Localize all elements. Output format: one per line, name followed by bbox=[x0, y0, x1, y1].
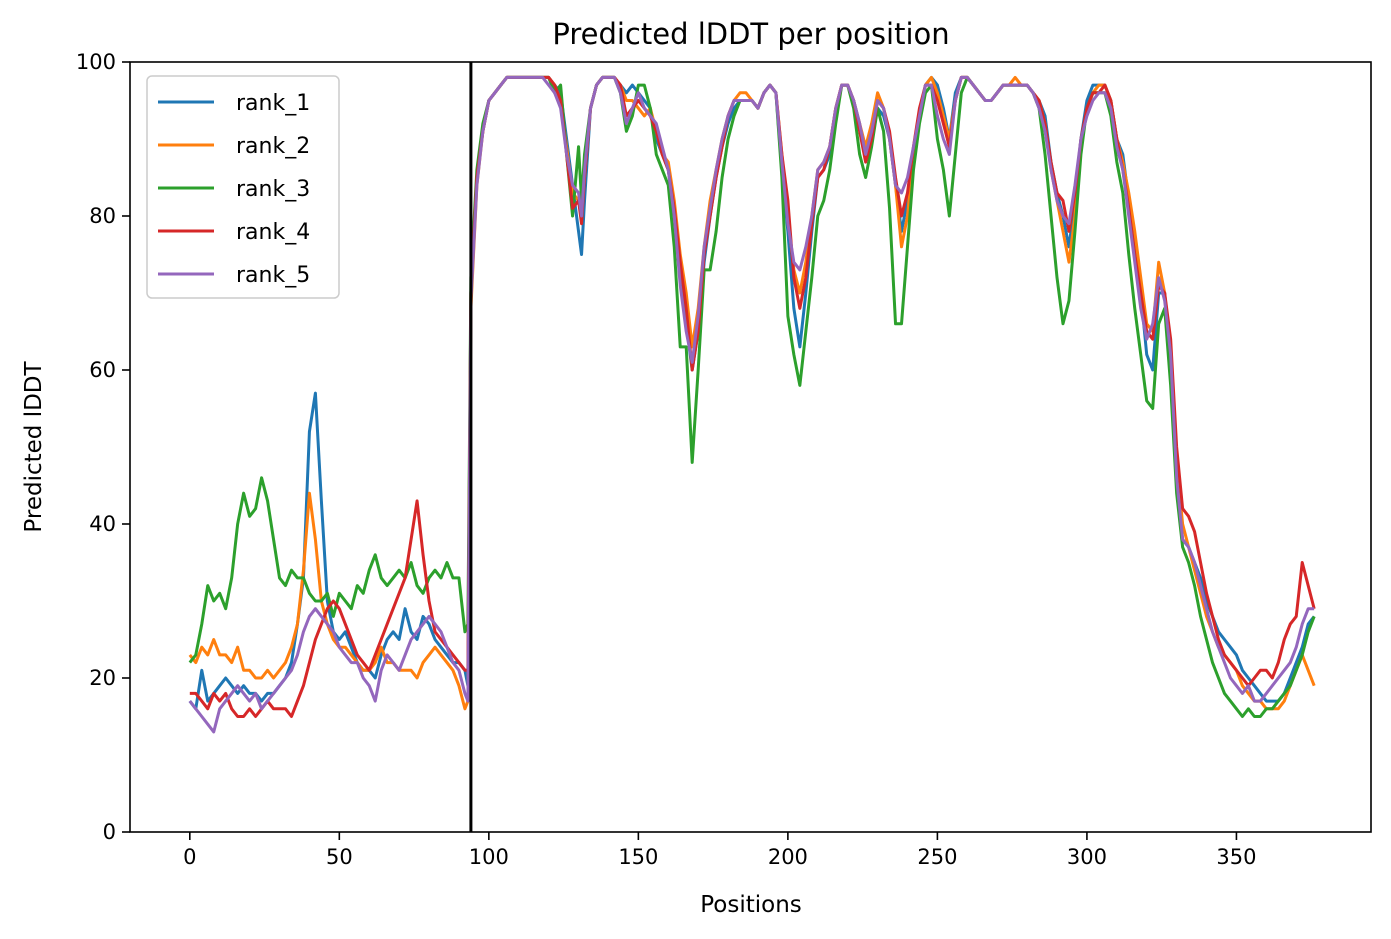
y-tick-label: 60 bbox=[89, 358, 116, 382]
legend-label-rank-2: rank_2 bbox=[236, 134, 310, 159]
y-axis-ticks: 0 20 40 60 80 100 bbox=[76, 50, 130, 844]
series-line-rank-5 bbox=[188, 75, 1315, 734]
x-tick-label: 50 bbox=[326, 845, 353, 869]
x-axis-label: Positions bbox=[700, 892, 802, 918]
x-axis-ticks: 0 50 100 150 200 250 300 350 bbox=[183, 832, 1256, 869]
y-tick-label: 40 bbox=[89, 512, 116, 536]
x-tick-label: 300 bbox=[1067, 845, 1107, 869]
plot-area bbox=[129, 61, 1372, 833]
x-tick-label: 100 bbox=[469, 845, 509, 869]
x-tick-label: 150 bbox=[618, 845, 658, 869]
legend-label-rank-4: rank_4 bbox=[236, 220, 310, 245]
y-tick-label: 100 bbox=[76, 50, 116, 74]
legend-items: rank_1 rank_2 rank_3 rank_4 rank_5 bbox=[158, 91, 310, 288]
series-group bbox=[188, 75, 1316, 734]
series-line-rank-2 bbox=[188, 75, 1316, 711]
legend-label-rank-1: rank_1 bbox=[236, 91, 310, 116]
y-tick-label: 0 bbox=[103, 820, 116, 844]
x-tick-label: 200 bbox=[768, 845, 808, 869]
legend: rank_1 rank_2 rank_3 rank_4 rank_5 bbox=[146, 75, 340, 299]
y-axis-label: Predicted lDDT bbox=[21, 360, 47, 532]
x-tick-label: 350 bbox=[1216, 845, 1256, 869]
legend-label-rank-3: rank_3 bbox=[236, 177, 310, 202]
legend-box bbox=[146, 75, 340, 299]
x-tick-label: 250 bbox=[917, 845, 957, 869]
chart-title: Predicted lDDT per position bbox=[552, 17, 949, 51]
y-tick-label: 20 bbox=[89, 666, 116, 690]
legend-label-rank-5: rank_5 bbox=[236, 263, 310, 288]
x-tick-label: 0 bbox=[183, 845, 196, 869]
axes-frame bbox=[129, 61, 1372, 833]
y-tick-label: 80 bbox=[89, 204, 116, 228]
